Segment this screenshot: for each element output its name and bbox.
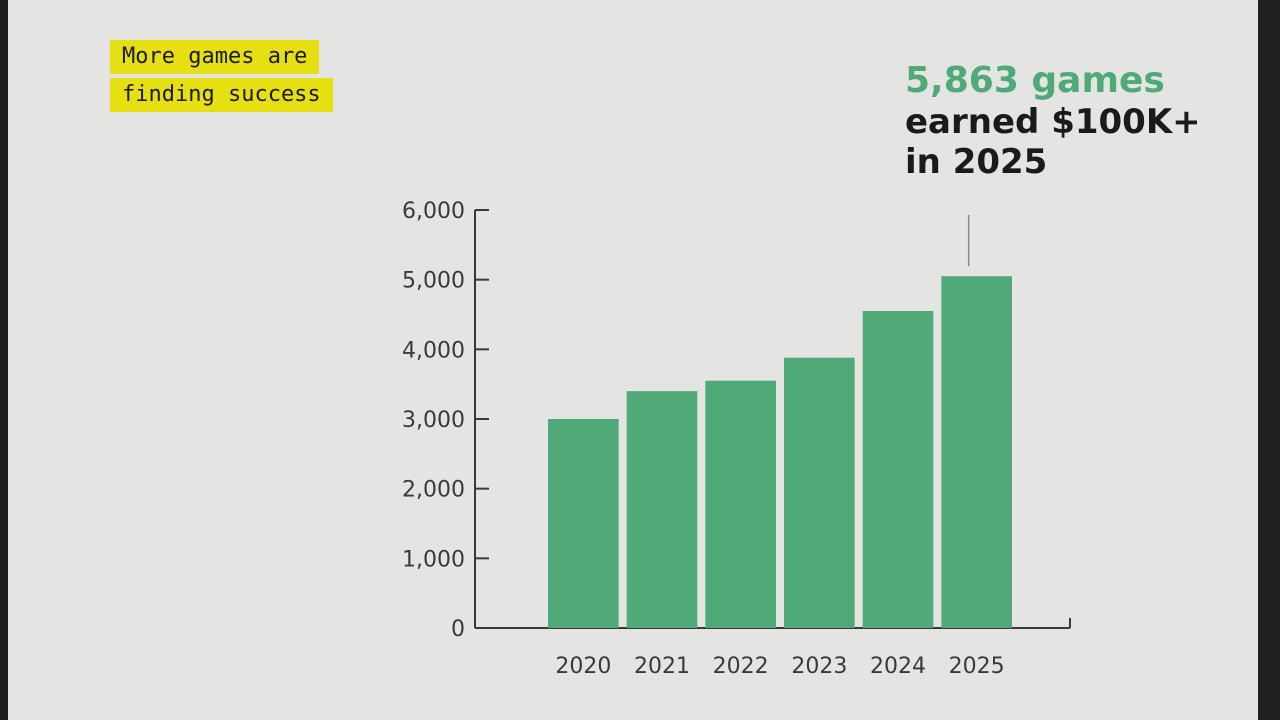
x-tick-label: 2020	[555, 654, 611, 679]
bar-2022	[705, 380, 776, 628]
y-tick-label: 3,000	[402, 408, 465, 433]
x-tick-label: 2022	[713, 654, 769, 679]
bar-2025	[941, 276, 1012, 628]
callout-annotation: 5,863 games earned $100K+ in 2025	[905, 60, 1201, 182]
callout-line-1: earned $100K+	[905, 102, 1201, 142]
y-axis: 0 1,000 2,000 3,000 4,000 5,000 6,000	[402, 199, 489, 642]
x-tick-label: 2023	[791, 654, 847, 679]
y-tick-label: 0	[451, 617, 465, 642]
x-tick-label: 2021	[634, 654, 690, 679]
y-tick-label: 5,000	[402, 269, 465, 294]
y-tick-label: 1,000	[402, 547, 465, 572]
title-line-1: More games are	[110, 40, 320, 74]
x-tick-label: 2024	[870, 654, 926, 679]
bar-2024	[862, 311, 934, 628]
callout-line-2: in 2025	[905, 142, 1048, 182]
y-tick-label: 6,000	[402, 199, 465, 224]
category-labels: 2020 2021 2022 2023 2024 2025	[555, 654, 1004, 679]
callout-value: 5,863 games	[905, 60, 1165, 101]
bars	[548, 276, 1012, 628]
bar-2021	[626, 391, 698, 628]
slide-title: More games are finding success	[110, 40, 333, 116]
y-tick-label: 4,000	[402, 338, 465, 363]
bar-2023	[784, 357, 855, 628]
slide-edge	[1258, 0, 1280, 720]
bar-2020	[548, 419, 619, 628]
title-line-2: finding success	[110, 78, 333, 112]
x-tick-label: 2025	[949, 654, 1005, 679]
y-tick-label: 2,000	[402, 478, 465, 503]
